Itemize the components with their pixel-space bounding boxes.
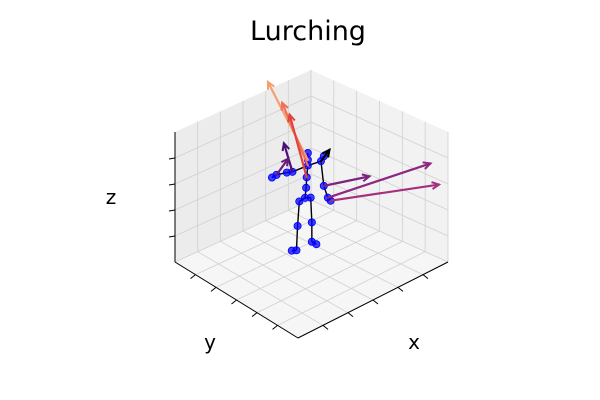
force-vector-head — [287, 112, 296, 123]
skeleton-joint — [287, 246, 296, 255]
force-vector-head — [422, 161, 433, 170]
skeleton-bone — [310, 197, 313, 223]
z-tick — [168, 209, 176, 212]
floor-grid-line — [277, 251, 426, 326]
force-vector — [329, 183, 441, 202]
skeleton-joint — [282, 168, 291, 177]
x-axis-label: x — [408, 330, 420, 354]
force-vector — [319, 148, 331, 163]
skeleton-joint — [293, 221, 302, 230]
z-tick — [168, 183, 176, 186]
x-tick — [372, 299, 379, 305]
x-tick — [322, 324, 329, 330]
force-vector-head — [281, 141, 291, 152]
y-tick — [190, 274, 196, 280]
skeleton-joint — [267, 173, 276, 182]
force-vector-head — [431, 181, 442, 190]
z-tick — [168, 157, 176, 160]
skeleton-joint — [307, 218, 316, 227]
axes-panes — [175, 70, 448, 338]
force-vector — [326, 162, 432, 199]
skeleton-bone — [295, 225, 299, 251]
z-grid-line — [174, 173, 449, 237]
y-tick — [251, 312, 258, 318]
x-tick — [347, 312, 354, 318]
x-tick — [422, 274, 429, 280]
skeleton-joint — [302, 183, 311, 192]
z-grid-line — [174, 121, 449, 185]
force-vector-head — [266, 79, 275, 90]
skeleton-bone — [296, 201, 300, 227]
y-tick — [272, 324, 278, 330]
z-axis-label: z — [106, 185, 117, 209]
skeleton-joint — [306, 193, 315, 202]
force-vector-head — [361, 173, 372, 183]
skeleton-bone — [320, 161, 325, 186]
force-vector-head — [280, 100, 289, 111]
skeleton-joints — [267, 149, 335, 255]
force-vector — [288, 113, 308, 179]
floor-pane — [175, 200, 448, 338]
skeleton-joint — [312, 240, 321, 249]
force-vector-head — [280, 156, 290, 167]
z-grid-line — [174, 95, 449, 159]
z-tick — [168, 235, 176, 238]
y-axis-label: y — [204, 330, 216, 354]
y-tick — [231, 299, 237, 305]
skeleton-joint — [295, 197, 304, 206]
force-vectors — [266, 79, 442, 202]
x-tick — [397, 286, 404, 292]
force-vector-head — [322, 147, 331, 158]
force-vector — [322, 175, 371, 187]
chart-title: Lurching — [250, 16, 366, 47]
y-tick — [210, 286, 217, 292]
floor-grid-line — [310, 199, 449, 263]
axes-lines — [168, 132, 449, 339]
force-vector — [275, 157, 290, 176]
